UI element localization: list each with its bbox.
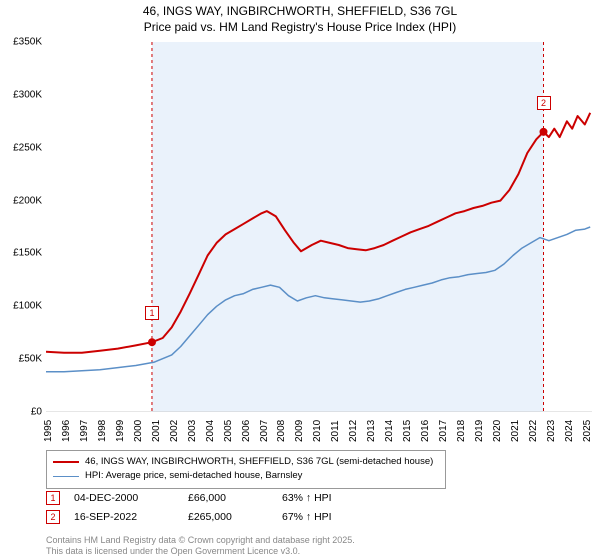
x-tick-label: 2022 xyxy=(528,420,539,442)
x-tick-label: 2015 xyxy=(402,420,413,442)
x-tick-label: 2000 xyxy=(133,420,144,442)
data-point-badge: 1 xyxy=(46,491,60,505)
x-tick-label: 2018 xyxy=(456,420,467,442)
x-tick-label: 2019 xyxy=(474,420,485,442)
title-line-1: 46, INGS WAY, INGBIRCHWORTH, SHEFFIELD, … xyxy=(0,4,600,20)
x-tick-label: 1998 xyxy=(97,420,108,442)
x-axis: 1995 1996 1997 1998 1999 2000 2001 2002 2003 2004… xyxy=(46,414,592,448)
data-point-badge: 2 xyxy=(46,510,60,524)
x-tick-label: 2017 xyxy=(438,420,449,442)
chart-svg xyxy=(46,42,592,412)
chart-title: 46, INGS WAY, INGBIRCHWORTH, SHEFFIELD, … xyxy=(0,0,600,35)
y-tick-label: £350K xyxy=(13,37,42,48)
legend: 46, INGS WAY, INGBIRCHWORTH, SHEFFIELD, … xyxy=(46,450,446,489)
data-point-delta: 63% ↑ HPI xyxy=(282,492,362,504)
x-tick-label: 2004 xyxy=(205,420,216,442)
chart-marker-badge: 1 xyxy=(145,306,159,320)
x-tick-label: 2005 xyxy=(223,420,234,442)
y-tick-label: £300K xyxy=(13,89,42,100)
chart-marker-badge: 2 xyxy=(537,96,551,110)
legend-label: 46, INGS WAY, INGBIRCHWORTH, SHEFFIELD, … xyxy=(85,455,433,469)
legend-label: HPI: Average price, semi-detached house,… xyxy=(85,469,302,483)
y-tick-label: £200K xyxy=(13,195,42,206)
x-tick-label: 1995 xyxy=(43,420,54,442)
data-point-price: £265,000 xyxy=(188,511,268,523)
attribution-line-2: This data is licensed under the Open Gov… xyxy=(46,546,355,557)
x-tick-label: 2025 xyxy=(582,420,593,442)
x-tick-label: 2021 xyxy=(510,420,521,442)
data-point-price: £66,000 xyxy=(188,492,268,504)
x-tick-label: 2011 xyxy=(330,420,341,442)
legend-item: HPI: Average price, semi-detached house,… xyxy=(53,469,439,483)
x-tick-label: 2007 xyxy=(259,420,270,442)
y-tick-label: £50K xyxy=(19,354,42,365)
x-tick-label: 2006 xyxy=(241,420,252,442)
legend-swatch xyxy=(53,461,79,463)
title-line-2: Price paid vs. HM Land Registry's House … xyxy=(0,20,600,36)
data-point-row: 1 04-DEC-2000 £66,000 63% ↑ HPI xyxy=(46,490,362,506)
chart-container: 46, INGS WAY, INGBIRCHWORTH, SHEFFIELD, … xyxy=(0,0,600,560)
x-tick-label: 2020 xyxy=(492,420,503,442)
plot-area: 12 xyxy=(46,42,592,412)
legend-swatch xyxy=(53,476,79,478)
x-tick-label: 2014 xyxy=(384,420,395,442)
attribution: Contains HM Land Registry data © Crown c… xyxy=(46,535,355,558)
data-point-date: 04-DEC-2000 xyxy=(74,492,174,504)
x-tick-label: 1996 xyxy=(61,420,72,442)
x-tick-label: 2008 xyxy=(276,420,287,442)
x-tick-label: 2001 xyxy=(151,420,162,442)
y-tick-label: £100K xyxy=(13,301,42,312)
x-tick-label: 2024 xyxy=(564,420,575,442)
x-tick-label: 2009 xyxy=(294,420,305,442)
x-tick-label: 2016 xyxy=(420,420,431,442)
x-tick-label: 2012 xyxy=(348,420,359,442)
x-tick-label: 2013 xyxy=(366,420,377,442)
data-point-row: 2 16-SEP-2022 £265,000 67% ↑ HPI xyxy=(46,509,362,525)
x-tick-label: 2003 xyxy=(187,420,198,442)
x-tick-label: 2002 xyxy=(169,420,180,442)
x-tick-label: 2010 xyxy=(312,420,323,442)
y-tick-label: £250K xyxy=(13,142,42,153)
y-tick-label: £0 xyxy=(31,407,42,418)
attribution-line-1: Contains HM Land Registry data © Crown c… xyxy=(46,535,355,546)
legend-item: 46, INGS WAY, INGBIRCHWORTH, SHEFFIELD, … xyxy=(53,455,439,469)
x-tick-label: 1999 xyxy=(115,420,126,442)
y-tick-label: £150K xyxy=(13,248,42,259)
data-point-delta: 67% ↑ HPI xyxy=(282,511,362,523)
x-tick-label: 2023 xyxy=(546,420,557,442)
x-tick-label: 1997 xyxy=(79,420,90,442)
data-points-table: 1 04-DEC-2000 £66,000 63% ↑ HPI 2 16-SEP-2022… xyxy=(46,490,362,528)
y-axis: £0£50K£100K£150K£200K£250K£300K£350K xyxy=(0,42,44,412)
data-point-date: 16-SEP-2022 xyxy=(74,511,174,523)
